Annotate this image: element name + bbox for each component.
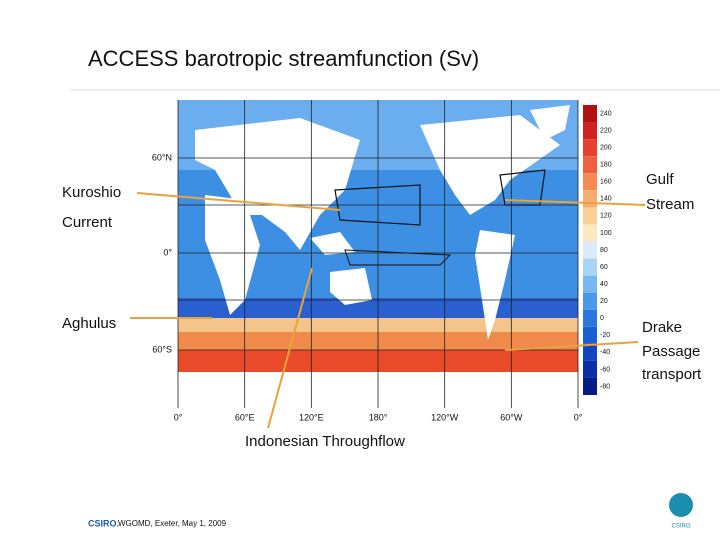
colorbar-swatch xyxy=(583,343,597,361)
colorbar-swatch xyxy=(583,292,597,310)
colorbar-label: -60 xyxy=(600,366,610,373)
colorbar-label: 160 xyxy=(600,179,612,186)
colorbar-swatch xyxy=(583,360,597,378)
north-america xyxy=(420,115,560,215)
colorbar-label: 180 xyxy=(600,162,612,169)
colorbar-label: -80 xyxy=(600,383,610,390)
annotation: Indonesian Throughflow xyxy=(245,433,405,450)
colorbar-label: -20 xyxy=(600,332,610,339)
annotation: transport xyxy=(642,366,702,383)
colorbar-label: 40 xyxy=(600,281,608,288)
colorbar-swatch xyxy=(583,122,597,140)
colorbar-label: 140 xyxy=(600,196,612,203)
colorbar-swatch xyxy=(583,224,597,242)
colorbar-label: 120 xyxy=(600,213,612,220)
annotation: Gulf xyxy=(646,171,674,188)
colorbar-swatch xyxy=(583,377,597,395)
logo-label: CSIRO xyxy=(671,524,690,530)
footer-org: CSIRO. xyxy=(88,518,119,528)
callouts xyxy=(130,192,646,429)
annotation: Current xyxy=(62,214,113,231)
colorbar-swatch xyxy=(583,207,597,225)
colorbar-swatch xyxy=(583,139,597,157)
lon-label: 120°W xyxy=(431,412,459,422)
lon-label: 0° xyxy=(574,412,583,422)
footer-text: WGOMD, Exeter, May 1, 2009 xyxy=(118,519,227,528)
south-america xyxy=(475,230,515,340)
callout-line xyxy=(267,267,313,429)
indonesia xyxy=(310,232,355,255)
colorbar-label: 100 xyxy=(600,230,612,237)
colorbar-label: 240 xyxy=(600,110,612,117)
callout-line xyxy=(504,199,646,206)
colorbar-label: -40 xyxy=(600,349,610,356)
africa xyxy=(205,195,260,315)
colorbar-swatch xyxy=(583,105,597,123)
colorbar-swatch xyxy=(583,156,597,174)
colorbar-swatch xyxy=(583,241,597,259)
colorbar-swatch xyxy=(583,326,597,344)
colorbar-label: 60 xyxy=(600,264,608,271)
colorbar-swatch xyxy=(583,275,597,293)
greenland xyxy=(530,105,570,140)
colorbar-swatch xyxy=(583,309,597,327)
colorbar-label: 20 xyxy=(600,298,608,305)
map xyxy=(177,100,579,408)
annotation: Aghulus xyxy=(62,315,116,332)
callout-line xyxy=(504,341,639,351)
slide-title: ACCESS barotropic streamfunction (Sv) xyxy=(88,46,479,71)
colorbar-swatch xyxy=(583,190,597,208)
annotation: Passage xyxy=(642,343,700,360)
annotation: Stream xyxy=(646,196,694,213)
logo xyxy=(669,493,693,517)
colorbar-swatch xyxy=(583,258,597,276)
annotation: Drake xyxy=(642,319,682,336)
colorbar-swatch xyxy=(583,173,597,191)
colorbar-label: 200 xyxy=(600,144,612,151)
australia xyxy=(330,268,372,305)
lon-label: 120°E xyxy=(299,412,324,422)
lon-label: 0° xyxy=(174,412,183,422)
colorbar-label: 80 xyxy=(600,247,608,254)
annotation: Kuroshio xyxy=(62,184,121,201)
lat-label: 0° xyxy=(163,247,172,257)
callout-line xyxy=(136,192,341,211)
colorbar-label: 0 xyxy=(600,315,604,322)
eurasia xyxy=(195,118,360,250)
lon-label: 180° xyxy=(369,412,388,422)
lat-label: 60°N xyxy=(152,152,172,162)
lat-label: 60°S xyxy=(152,344,172,354)
lon-label: 60°W xyxy=(500,412,523,422)
colorbar-label: 220 xyxy=(600,127,612,134)
lon-label: 60°E xyxy=(235,412,255,422)
